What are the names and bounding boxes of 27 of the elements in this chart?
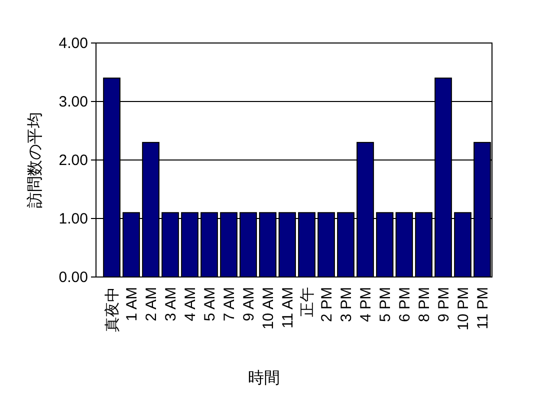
y-tick-label: 2.00 xyxy=(58,152,88,169)
x-tick-label: 4 AM xyxy=(182,287,199,322)
x-tick-label: 10 PM xyxy=(454,287,472,330)
y-axis-title: 訪問数の平均 xyxy=(26,112,44,208)
x-tick-label: 6 PM xyxy=(396,287,414,322)
x-tick-label: 4 PM xyxy=(357,287,374,322)
x-tick-label: 3 AM xyxy=(162,287,180,322)
x-tick-label: 5 AM xyxy=(201,287,218,322)
x-tick-label: 1 AM xyxy=(123,287,140,322)
x-tick-label: 2 AM xyxy=(142,287,160,322)
x-tick-label: 7 AM xyxy=(220,287,238,322)
x-axis-title: 時間 xyxy=(248,369,280,387)
x-tick-label: 真夜中 xyxy=(104,287,121,332)
x-tick-label: 11 AM xyxy=(279,287,296,328)
x-tick-label: 正午 xyxy=(298,287,316,317)
x-tick-label: 5 PM xyxy=(376,287,394,322)
y-tick-label: 0.00 xyxy=(58,269,88,286)
y-tick-label: 1.00 xyxy=(58,210,88,228)
x-tick-label: 9 AM xyxy=(240,287,258,322)
x-tick-label: 11 PM xyxy=(474,287,492,330)
x-tick-label: 8 PM xyxy=(416,287,433,322)
y-tick-label: 4.00 xyxy=(58,35,88,52)
x-tick-label: 10 AM xyxy=(260,287,277,330)
x-tick-label: 2 PM xyxy=(318,287,336,322)
x-tick-label: 9 PM xyxy=(435,287,452,322)
y-tick-label: 3.00 xyxy=(58,94,88,110)
x-tick-label: 3 PM xyxy=(338,287,355,322)
